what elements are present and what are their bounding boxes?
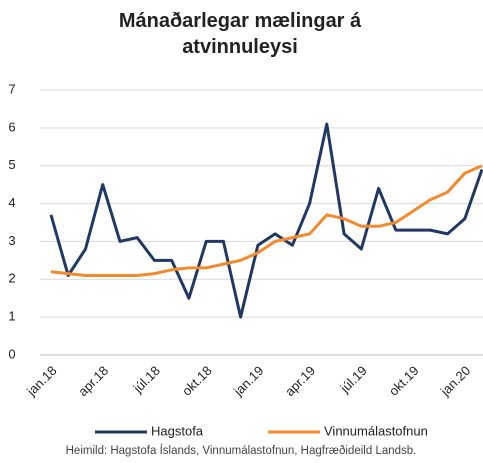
- legend-label: Vinnumálastofnun: [324, 423, 428, 438]
- y-tick-label: 0: [8, 346, 15, 361]
- x-tick-label: apr.19: [282, 363, 318, 399]
- x-tick-label: jan.18: [23, 363, 59, 399]
- x-tick-label: júl.19: [337, 363, 370, 396]
- y-tick-label: 6: [8, 119, 15, 134]
- x-tick-label: okt.19: [386, 363, 422, 399]
- series-line: [50, 164, 483, 277]
- y-tick-label: 4: [8, 195, 15, 210]
- y-tick-label: 3: [8, 233, 15, 248]
- legend-label: Hagstofa: [151, 423, 204, 438]
- x-tick-label: jan.20: [437, 363, 473, 399]
- x-tick-label: okt.18: [179, 363, 215, 399]
- series-line: [49, 122, 483, 319]
- y-tick-label: 7: [8, 81, 15, 96]
- x-tick-label: apr.18: [75, 363, 111, 399]
- x-tick-label: júl.18: [130, 363, 163, 396]
- chart-title: Mánaðarlegar mælingar á atvinnuleysi: [118, 10, 362, 58]
- y-tick-label: 5: [8, 157, 15, 172]
- source-note: Heimild: Hagstofa Íslands, Vinnumálastof…: [66, 444, 417, 457]
- y-tick-label: 1: [8, 309, 15, 324]
- x-tick-label: jan.19: [230, 363, 266, 399]
- y-tick-label: 2: [8, 271, 15, 286]
